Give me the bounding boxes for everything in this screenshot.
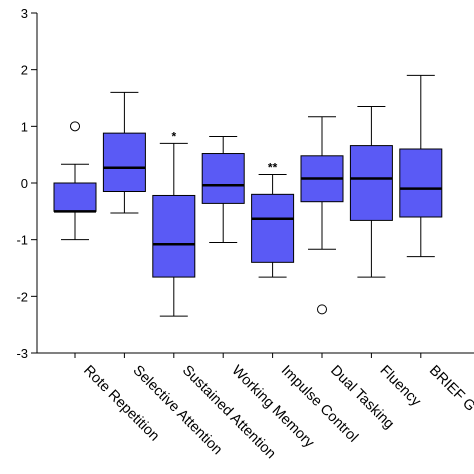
box-item xyxy=(53,121,97,241)
box-item xyxy=(102,91,146,214)
box-item xyxy=(399,74,443,258)
y-tick-label: -1 xyxy=(16,233,28,248)
x-category-label: BRIEF G xyxy=(426,363,474,415)
iqr-box xyxy=(399,148,443,218)
box-item xyxy=(349,106,393,278)
x-category-label: Sustained Attention xyxy=(179,363,279,463)
y-tick-label: -3 xyxy=(16,346,28,361)
iqr-box xyxy=(53,182,97,212)
y-tick-label: 2 xyxy=(21,63,28,78)
x-category-label: Fluency xyxy=(377,363,425,411)
y-axis: -3 -2 -1 0 1 2 3 xyxy=(16,6,38,361)
box-item: ** xyxy=(251,161,295,278)
y-tick-label: 1 xyxy=(21,119,28,134)
iqr-box xyxy=(152,194,196,278)
iqr-box xyxy=(349,145,393,221)
iqr-box xyxy=(102,132,146,192)
significance-label: ** xyxy=(268,161,278,175)
box-item xyxy=(201,136,245,243)
outlier-point xyxy=(70,121,80,132)
iqr-box xyxy=(251,193,295,263)
box-item xyxy=(300,116,344,315)
box-item: * xyxy=(152,129,196,317)
significance-label: * xyxy=(171,129,176,143)
x-category-label: Selective Attention xyxy=(130,363,226,459)
y-tick-label: 3 xyxy=(21,6,28,21)
y-tick-label: 0 xyxy=(21,176,28,191)
outlier-point xyxy=(317,304,327,315)
iqr-box xyxy=(201,153,245,204)
box-group: *** xyxy=(53,74,443,317)
y-tick-label: -2 xyxy=(16,289,28,304)
x-category-label: Working Memory xyxy=(228,363,317,452)
